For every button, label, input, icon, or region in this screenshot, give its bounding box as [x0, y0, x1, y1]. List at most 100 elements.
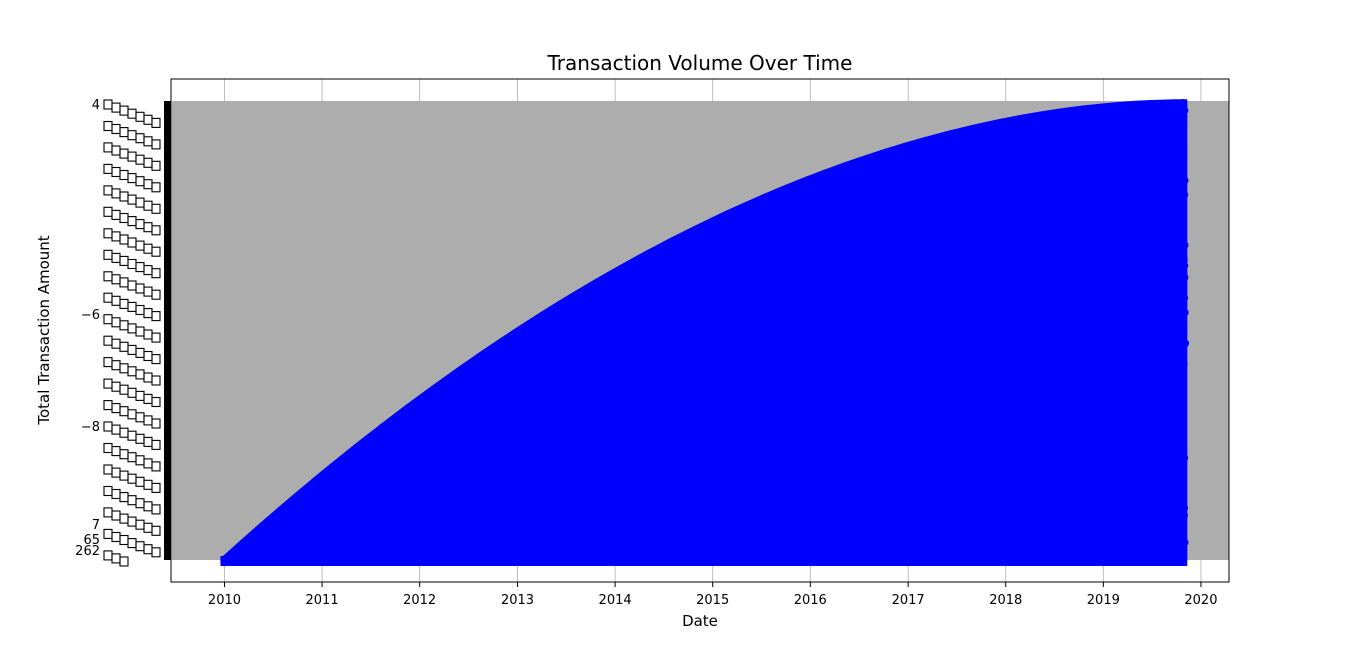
y-tick-glyph — [151, 525, 161, 536]
y-tick-glyph — [119, 212, 129, 224]
y-tick-glyph — [111, 403, 121, 414]
y-tick-glyph — [143, 501, 153, 512]
y-tick-glyph — [143, 265, 153, 276]
y-tick-glyph — [127, 495, 137, 506]
y-tick-glyph — [143, 157, 153, 168]
y-tick-glyph — [103, 550, 113, 561]
y-tick-glyph — [135, 304, 145, 316]
x-tick-label: 2012 — [403, 593, 436, 608]
y-tick-glyph — [111, 531, 121, 543]
y-tick-glyph — [119, 384, 129, 395]
y-tick-glyph — [111, 295, 121, 306]
y-tick-glyph — [135, 176, 145, 187]
y-tick-glyph — [103, 314, 113, 325]
y-tick-glyph — [151, 289, 161, 300]
y-tick-glyph — [135, 283, 145, 294]
y-tick-glyph — [151, 504, 161, 515]
y-tick-glyph — [103, 507, 113, 518]
y-tick-glyph — [111, 188, 121, 199]
y-tick-glyph — [119, 513, 129, 524]
y-tick-glyph — [151, 182, 161, 193]
y-tick-glyph — [127, 473, 137, 484]
y-tick-label: 7 — [92, 518, 100, 533]
y-tick-marks — [164, 101, 171, 560]
y-tick-glyph — [127, 323, 137, 334]
y-tick-glyph — [111, 467, 121, 478]
y-tick-glyph — [119, 492, 129, 503]
x-axis: 2010 2011 2012 2013 2014 2015 2016 2017 2018 2019… — [208, 582, 1217, 608]
y-tick-glyph — [135, 390, 145, 401]
y-tick-glyph — [143, 436, 153, 447]
y-tick-glyph — [135, 433, 145, 444]
y-tick-glyph — [151, 246, 161, 257]
y-tick-glyph — [151, 311, 161, 322]
y-tick-clutter: 4 262 765 −8 −6 — [75, 98, 171, 567]
y-tick-glyph — [143, 544, 153, 555]
y-tick-glyph — [143, 243, 153, 254]
y-tick-glyph — [151, 354, 161, 365]
y-tick-glyph — [103, 357, 113, 368]
y-tick-glyph — [127, 344, 137, 355]
y-tick-glyph — [151, 139, 161, 150]
y-tick-glyph — [135, 455, 145, 466]
y-tick-glyph — [135, 498, 145, 509]
y-tick-glyph — [143, 458, 153, 469]
y-tick-glyph — [119, 298, 129, 309]
y-tick-glyph — [151, 482, 161, 493]
y-tick-glyph — [127, 409, 137, 420]
y-tick-glyph — [127, 151, 137, 162]
y-tick-glyph — [119, 341, 129, 352]
y-tick-glyph — [103, 120, 113, 132]
y-tick-glyph — [119, 277, 129, 288]
y-tick-glyph — [143, 179, 153, 190]
plot-frame — [170, 78, 1230, 583]
x-tick-label: 2019 — [1087, 593, 1120, 608]
y-tick-glyph — [151, 268, 161, 279]
y-tick-glyph — [127, 216, 137, 227]
y-tick-glyph — [103, 271, 113, 282]
y-tick-glyph — [103, 185, 113, 196]
y-tick-glyph — [135, 240, 145, 251]
y-tick-label: −6 — [81, 308, 100, 323]
y-tick-glyph — [127, 430, 137, 441]
envelope-curve — [220, 99, 1188, 566]
y-tick-glyph — [135, 197, 145, 208]
y-tick-glyph — [143, 136, 153, 147]
y-tick-glyph — [127, 516, 137, 527]
y-tick-glyph — [151, 225, 161, 236]
y-tick-glyph — [103, 142, 113, 153]
y-tick-glyph — [143, 329, 153, 340]
y-tick-glyph — [151, 375, 161, 386]
y-tick-glyph — [143, 372, 153, 383]
y-tick-label: 65 — [83, 533, 100, 548]
y-tick-glyph — [111, 553, 121, 564]
y-tick-glyph — [119, 105, 129, 116]
y-tick-glyph — [111, 231, 121, 242]
y-tick-glyph — [103, 99, 113, 110]
y-tick-glyph — [135, 133, 145, 144]
y-tick-glyph — [103, 400, 113, 411]
y-axis-label: Total Transaction Amount — [35, 235, 53, 425]
y-tick-glyph — [143, 522, 153, 533]
y-tick-glyph — [151, 461, 161, 472]
y-tick-label: 262 — [75, 544, 100, 559]
x-tick-label: 2011 — [306, 593, 339, 608]
y-tick-glyph — [103, 442, 113, 454]
y-tick-glyph — [143, 114, 153, 125]
y-tick-glyph — [119, 320, 129, 331]
x-tick-label: 2010 — [208, 593, 241, 608]
y-tick-glyph — [111, 102, 121, 113]
y-tick-glyph — [135, 412, 145, 423]
y-tick-glyph — [127, 452, 137, 463]
x-tick-label: 2016 — [794, 593, 827, 608]
y-tick-glyph — [119, 234, 129, 245]
y-tick-glyph — [103, 378, 113, 389]
y-tick-glyph — [127, 173, 137, 184]
y-tick-glyph — [143, 308, 153, 319]
y-tick-glyph — [119, 127, 129, 138]
y-tick-glyph — [143, 393, 153, 404]
y-tick-glyph — [135, 347, 145, 358]
y-tick-glyph — [119, 363, 129, 374]
y-tick-glyph — [111, 209, 121, 220]
chart-title: Transaction Volume Over Time — [547, 51, 853, 75]
